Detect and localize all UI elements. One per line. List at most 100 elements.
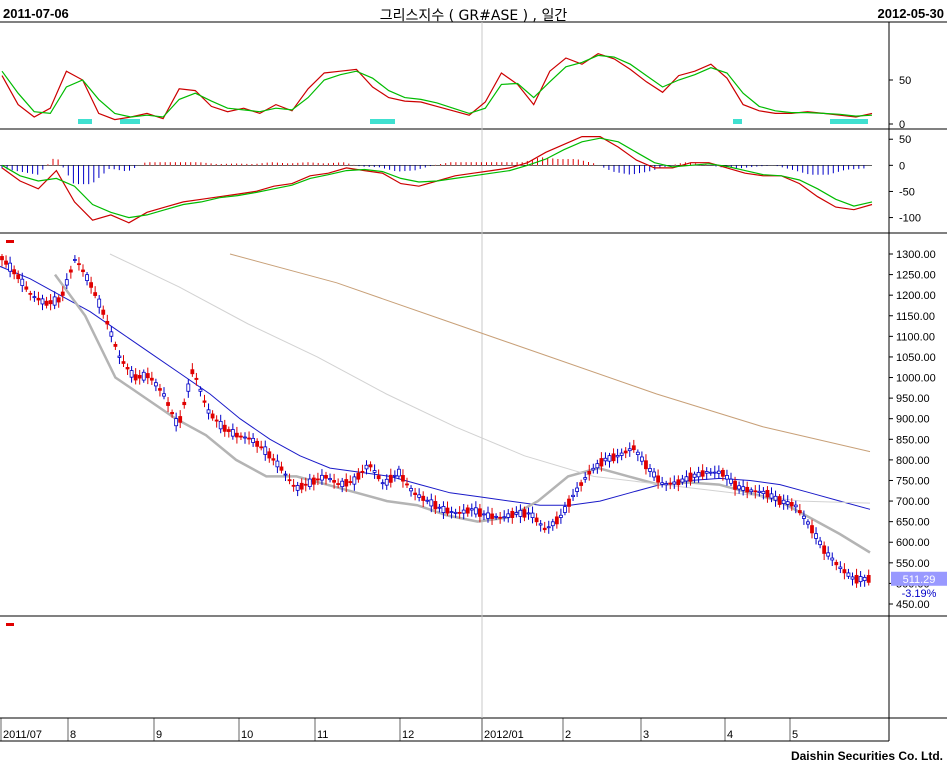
candle-body [356, 472, 361, 480]
candle-body [810, 525, 814, 534]
price-y-tick-label: 1050.00 [896, 352, 936, 364]
candle-body [141, 371, 146, 381]
candle-body [453, 511, 458, 514]
candle-body [721, 469, 725, 477]
candle-body [866, 575, 871, 583]
candle-body [668, 482, 673, 485]
candle-body [708, 471, 713, 474]
macd-y-tick-label: 0 [899, 160, 905, 172]
candle-body [514, 512, 519, 515]
candle-body [198, 388, 203, 392]
candle-body [320, 474, 324, 481]
candle-body [445, 507, 450, 514]
candle-body [409, 488, 413, 492]
candle-body [247, 437, 251, 440]
candle-body [267, 451, 272, 459]
candle-body [583, 477, 588, 480]
candle-body [716, 470, 721, 474]
candle-body [137, 375, 142, 379]
candle-body [510, 510, 515, 519]
stochastic-y-tick-label: 50 [899, 75, 911, 87]
candle-body [368, 464, 373, 468]
candle-body [806, 521, 810, 525]
candle-body [660, 482, 665, 485]
candle-body [603, 457, 608, 462]
candle-body [20, 278, 25, 286]
candle-body [60, 291, 65, 296]
volume-marker [6, 623, 14, 626]
candle-body [222, 424, 227, 432]
candle-body [563, 506, 567, 513]
candle-body [559, 514, 563, 518]
chart-title: 그리스지수 ( GR#ASE ) , 일간 [379, 8, 568, 24]
moving-average-lightgray [109, 253, 871, 504]
company-label: Daishin Securities Co. Ltd. [790, 749, 943, 763]
candle-body [73, 259, 77, 261]
candle-body [789, 502, 794, 507]
candle-body [534, 517, 539, 523]
candle-body [421, 495, 426, 501]
candle-body [672, 481, 677, 485]
oversold-fill [370, 119, 395, 124]
candle-body [627, 448, 632, 452]
candle-body [449, 511, 454, 513]
candle-body [145, 373, 150, 379]
candle-body [380, 482, 385, 485]
macd-line-green [1, 137, 873, 219]
x-axis-label: 2 [565, 729, 571, 741]
candle-body [405, 483, 409, 486]
candle-body [700, 470, 705, 477]
candle-body [619, 452, 624, 456]
macd-y-tick-label: -100 [899, 213, 921, 225]
candle-body [473, 507, 478, 515]
candle-body [48, 300, 53, 305]
candle-body [287, 479, 292, 482]
candle-body [749, 489, 754, 493]
macd-y-tick-label: -50 [899, 186, 915, 198]
candle-body [631, 445, 636, 451]
candle-body [615, 455, 620, 458]
candle-body [24, 286, 29, 290]
candle-body [546, 526, 551, 529]
price-y-tick-label: 950.00 [896, 393, 930, 405]
price-y-tick-label: 800.00 [896, 455, 930, 467]
candle-body [680, 478, 685, 483]
price-y-tick-label: 650.00 [896, 517, 930, 529]
candle-body [133, 374, 138, 381]
candle-body [664, 483, 669, 486]
candle-body [303, 483, 308, 486]
candle-body [854, 574, 859, 584]
candle-body [656, 475, 660, 483]
candle-body [777, 496, 782, 505]
candle-body [190, 369, 195, 375]
candle-body [818, 540, 822, 546]
candle-body [162, 393, 166, 397]
candle-body [575, 487, 579, 492]
candle-body [166, 402, 170, 406]
candle-body [494, 515, 499, 518]
candle-body [388, 474, 393, 483]
candle-body [384, 478, 389, 486]
candle-body [830, 557, 835, 561]
candle-body [113, 343, 118, 347]
candle-body [56, 297, 61, 303]
candle-body [425, 499, 430, 502]
oversold-fill [78, 119, 92, 124]
x-axis-label: 12 [402, 729, 414, 741]
candle-body [81, 269, 85, 273]
candle-body [696, 472, 701, 478]
candle-body [733, 480, 737, 490]
candle-body [348, 481, 353, 483]
candle-body [838, 566, 843, 570]
candle-body [174, 418, 179, 427]
price-y-tick-label: 1100.00 [896, 331, 935, 343]
oversold-fill [830, 119, 868, 124]
candle-body [105, 320, 110, 325]
candle-body [518, 509, 523, 517]
candle-body [785, 501, 790, 505]
candle-body [125, 367, 130, 370]
candle-body [101, 309, 106, 315]
candle-body [417, 494, 422, 498]
candle-body [498, 516, 503, 519]
